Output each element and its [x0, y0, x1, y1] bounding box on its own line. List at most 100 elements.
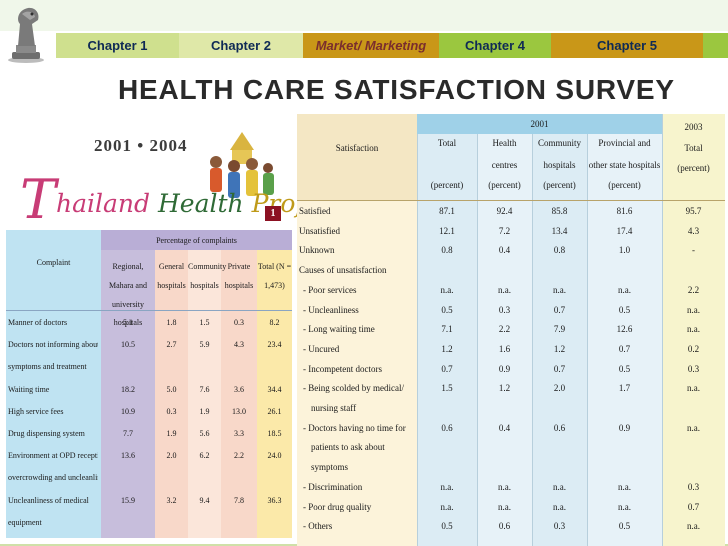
tab-chapter-2[interactable]: Chapter 2 [179, 33, 303, 58]
satisfaction-value [417, 399, 477, 419]
satisfaction-value: 0.4 [498, 245, 511, 256]
satisfaction-value [532, 438, 587, 458]
column-header-line: Total [437, 138, 457, 148]
satisfaction-value: 1.7 [618, 383, 631, 394]
complaint-value [188, 513, 221, 533]
label-header-bg [297, 114, 417, 200]
satisfaction-value: 1.2 [553, 343, 566, 354]
complaint-column-bg [6, 230, 101, 538]
col-divider [662, 114, 663, 546]
satisfaction-value: 92.4 [496, 206, 513, 216]
tab-chapter-1[interactable]: Chapter 1 [56, 33, 179, 58]
complaint-value: 1.9 [199, 406, 210, 416]
tab-market-marketing[interactable]: Market/ Marketing [303, 33, 439, 58]
complaint-value [155, 468, 188, 488]
complaint-label: Environment at OPD reception: [8, 451, 98, 461]
satisfaction-value: n.a. [553, 501, 566, 512]
complaint-row: Drug dispensing system 7.7 1.9 5.6 3.3 18.5 [6, 424, 292, 444]
satisfaction-value: 2.0 [553, 383, 566, 394]
tab-chapter-4[interactable]: Chapter 4 [439, 33, 551, 58]
satisfaction-value: n.a. [687, 304, 700, 315]
satisfaction-value: 0.5 [441, 304, 453, 315]
satisfaction-label: - Uncleanliness [303, 304, 359, 315]
column-header-line: (percent) [430, 180, 464, 190]
col-header-total: Total (N = 1,473) [257, 262, 292, 290]
satisfaction-value: n.a. [553, 481, 566, 492]
complaint-value [101, 468, 155, 488]
satisfaction-value [662, 438, 725, 458]
satisfaction-value [587, 438, 662, 458]
satisfaction-value [477, 458, 532, 478]
satisfaction-value: 12.6 [616, 324, 633, 335]
complaint-value: 3.2 [166, 495, 177, 505]
satisfaction-value [662, 458, 725, 478]
complaint-value [257, 468, 292, 488]
satisfaction-value [587, 458, 662, 478]
tab-chapter-5[interactable]: Chapter 5 [551, 33, 703, 58]
satisfaction-row: Unknown 0.8 0.4 0.8 1.0 - [297, 241, 725, 261]
complaint-value: 8.2 [269, 318, 280, 327]
complaint-value: 26.1 [267, 406, 282, 416]
complaint-label: High service fees [8, 406, 64, 416]
satisfaction-label: - Others [303, 521, 333, 532]
satisfaction-label: Satisfied [299, 206, 331, 216]
satisfaction-value [417, 438, 477, 458]
col-header-private: Private hospitals [224, 262, 254, 290]
satisfaction-label: patients to ask about [311, 442, 385, 453]
complaint-value: 7.7 [123, 429, 133, 438]
satisfaction-value [417, 458, 477, 478]
satisfaction-value [477, 438, 532, 458]
complaint-value: 1.9 [166, 429, 177, 438]
satisfaction-value: 1.2 [441, 343, 453, 354]
satisfaction-value: 0.6 [553, 422, 566, 433]
complaint-row: symptoms and treatment [6, 357, 292, 377]
satisfaction-value: 0.3 [687, 363, 700, 374]
complaint-row: Environment at OPD reception: 13.6 2.0 6.2 2… [6, 446, 292, 466]
satisfaction-value: n.a. [687, 422, 700, 433]
satisfaction-value: n.a. [440, 284, 454, 295]
satisfaction-table: Satisfaction 2001 Total (percent) Health ce… [297, 114, 725, 546]
satisfaction-value: 1.5 [441, 383, 453, 394]
satisfaction-value [587, 399, 662, 419]
complaint-value: 4.3 [234, 340, 244, 350]
satisfaction-value: 1.2 [498, 383, 511, 394]
satisfaction-value [532, 261, 587, 281]
satisfaction-value: 0.8 [553, 245, 566, 256]
satisfaction-value: 0.5 [441, 521, 453, 532]
header-divider [297, 200, 725, 201]
col-header-general: General hospitals [157, 262, 186, 290]
satisfaction-label: - Incompetent doctors [303, 363, 382, 374]
col-bg [477, 134, 532, 546]
satisfaction-value: n.a. [618, 501, 631, 512]
satisfaction-value: 0.3 [498, 304, 511, 315]
complaint-value: 2.0 [166, 451, 177, 461]
satisfaction-value [532, 458, 587, 478]
pct-header-bg [101, 230, 292, 250]
satisfaction-value: 4.3 [687, 225, 700, 236]
satisfaction-label: - Being scolded by medical/ [303, 383, 404, 394]
col-bg [155, 250, 188, 538]
satisfaction-row: patients to ask about [297, 438, 725, 458]
column-header-line: hospitals [543, 160, 576, 170]
col-header-regional: Regional, Mahara and university hospital… [109, 262, 147, 328]
satisfaction-value: - [692, 245, 695, 256]
complaint-label: Doctors not informing about [8, 340, 98, 350]
year-2001-bg [417, 114, 662, 134]
col-bg [101, 250, 155, 538]
satisfaction-value [662, 261, 725, 281]
satisfaction-value: n.a. [553, 284, 566, 295]
complaint-label: symptoms and treatment [8, 362, 87, 372]
satisfaction-label: - Poor drug quality [303, 501, 372, 512]
complaint-row: overcrowding and uncleanliness [6, 468, 292, 488]
satisfaction-value: 0.8 [441, 245, 453, 256]
satisfaction-label: nursing staff [311, 403, 357, 413]
complaint-value: 7.6 [199, 384, 210, 394]
satisfaction-label: Causes of unsatisfaction [299, 265, 387, 276]
satisfaction-value: 87.1 [439, 206, 455, 216]
column-header-line: Total [684, 143, 703, 153]
satisfaction-value [477, 399, 532, 419]
logo-years: 2001 • 2004 [94, 136, 188, 155]
satisfaction-value: 0.7 [553, 304, 566, 315]
complaint-label: Uncleanliness of medical [8, 495, 89, 505]
complaint-value: 9.4 [199, 495, 210, 505]
